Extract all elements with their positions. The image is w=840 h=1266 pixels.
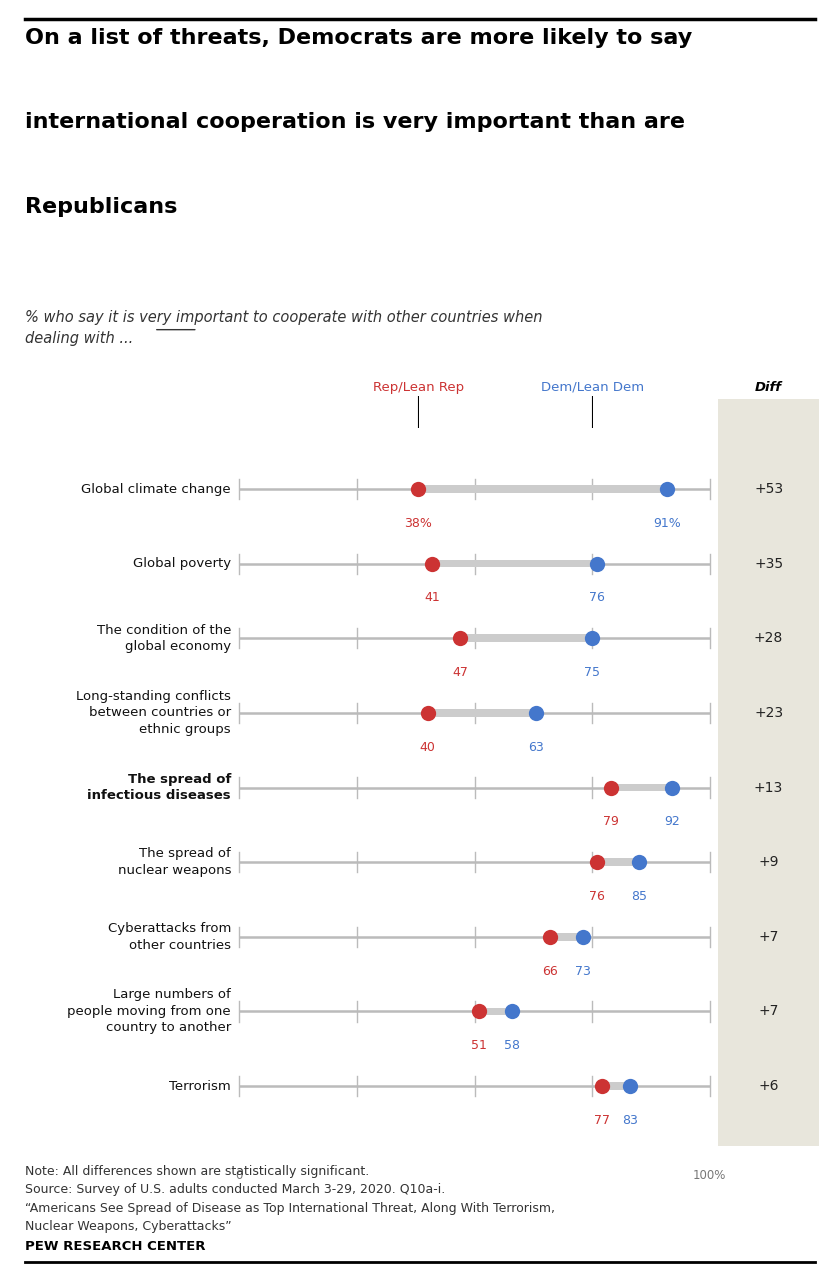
Text: +35: +35 [754, 557, 783, 571]
Text: 83: 83 [622, 1114, 638, 1127]
Text: The spread of
nuclear weapons: The spread of nuclear weapons [118, 847, 231, 877]
Text: Global climate change: Global climate change [81, 482, 231, 495]
Text: +9: +9 [759, 855, 779, 870]
Text: 92: 92 [664, 815, 680, 828]
Text: 40: 40 [420, 741, 435, 753]
Text: 63: 63 [528, 741, 543, 753]
Text: 51: 51 [471, 1039, 487, 1052]
Text: Large numbers of
people moving from one
country to another: Large numbers of people moving from one … [67, 989, 231, 1034]
Text: The spread of
infectious diseases: The spread of infectious diseases [87, 772, 231, 803]
Text: +13: +13 [754, 781, 783, 795]
Text: PEW RESEARCH CENTER: PEW RESEARCH CENTER [25, 1241, 206, 1253]
Text: 58: 58 [504, 1039, 520, 1052]
Text: On a list of threats, Democrats are more likely to say: On a list of threats, Democrats are more… [25, 28, 692, 48]
Text: Republicans: Republicans [25, 196, 177, 216]
Text: +7: +7 [759, 1004, 779, 1018]
Text: 77: 77 [594, 1114, 610, 1127]
Text: +6: +6 [759, 1079, 779, 1093]
Text: Dem/Lean Dem: Dem/Lean Dem [541, 381, 643, 394]
Text: international cooperation is very important than are: international cooperation is very import… [25, 113, 685, 132]
Text: 0: 0 [236, 1169, 243, 1181]
Text: 85: 85 [631, 890, 648, 903]
Text: 47: 47 [453, 666, 469, 679]
Text: 100%: 100% [693, 1169, 727, 1181]
Text: +28: +28 [754, 632, 783, 646]
Text: +7: +7 [759, 929, 779, 943]
Text: 76: 76 [589, 591, 605, 604]
Text: 38%: 38% [404, 517, 432, 530]
Text: 73: 73 [575, 965, 591, 977]
Text: Cyberattacks from
other countries: Cyberattacks from other countries [108, 922, 231, 952]
Text: 79: 79 [603, 815, 619, 828]
Text: Terrorism: Terrorism [169, 1080, 231, 1093]
Text: Diff: Diff [755, 381, 782, 394]
Text: % who say it is very important to cooperate with other countries when
dealing wi: % who say it is very important to cooper… [25, 310, 543, 346]
Text: 75: 75 [584, 666, 601, 679]
Text: Note: All differences shown are statistically significant.
Source: Survey of U.S: Note: All differences shown are statisti… [25, 1165, 555, 1233]
Text: 76: 76 [589, 890, 605, 903]
Text: +23: +23 [754, 706, 783, 720]
Text: 66: 66 [542, 965, 558, 977]
Text: 91%: 91% [654, 517, 681, 530]
Text: Rep/Lean Rep: Rep/Lean Rep [373, 381, 464, 394]
Text: Long-standing conflicts
between countries or
ethnic groups: Long-standing conflicts between countrie… [76, 690, 231, 736]
Text: Global poverty: Global poverty [133, 557, 231, 570]
Text: The condition of the
global economy: The condition of the global economy [97, 624, 231, 653]
Text: +53: +53 [754, 482, 783, 496]
Text: 41: 41 [424, 591, 440, 604]
